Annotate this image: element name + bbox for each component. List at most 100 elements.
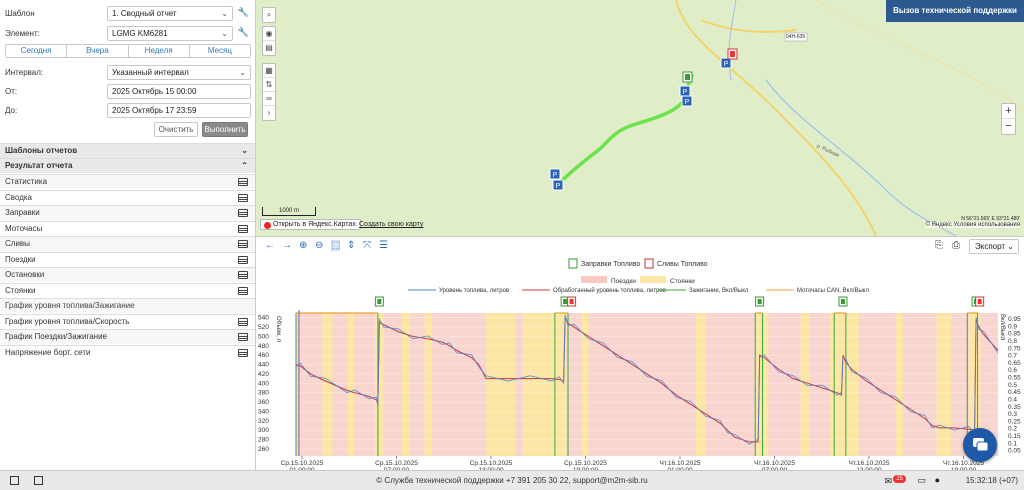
parking-marker[interactable]: P: [552, 179, 564, 191]
monitor-icon[interactable]: ▭: [917, 475, 926, 485]
zoom-in-button[interactable]: +: [1002, 104, 1015, 119]
wrench-icon[interactable]: 🔧: [237, 7, 249, 17]
run-button[interactable]: Выполнить: [202, 122, 248, 137]
map-layers-icon[interactable]: ▤: [265, 43, 273, 52]
print-icon[interactable]: ⎙: [952, 240, 960, 251]
y-tick-label: 340: [258, 408, 269, 415]
report-item[interactable]: Статистика: [0, 174, 255, 189]
wrench-icon[interactable]: 🔧: [237, 27, 249, 37]
report-item[interactable]: Заправки: [0, 205, 255, 220]
user-icon[interactable]: ●: [934, 475, 940, 485]
table-icon[interactable]: [238, 193, 248, 202]
report-item[interactable]: Сливы: [0, 236, 255, 251]
open-yandex-button[interactable]: Открыть в Яндекс.Картах: [260, 219, 361, 230]
from-input[interactable]: 2025 Октябрь 15 00:00: [107, 84, 251, 99]
x-tick-date: Ср.15.10.2025: [564, 460, 607, 467]
report-item[interactable]: Остановки: [0, 267, 255, 282]
chevron-down-icon: ⌄: [221, 29, 228, 38]
table-icon[interactable]: [238, 209, 248, 217]
zoom-in-icon[interactable]: ⊕: [299, 240, 308, 251]
fuel-chart[interactable]: Заправки Топливо Сливы Топливо Поездки Стоя…: [256, 256, 1024, 474]
panel-toggle-icon[interactable]: [10, 476, 19, 485]
zoom-y-icon[interactable]: ⇕: [347, 240, 356, 251]
table-icon[interactable]: [238, 317, 248, 326]
to-input[interactable]: 2025 Октябрь 17 23:59: [107, 103, 251, 118]
period-yesterday[interactable]: Вчера: [67, 45, 129, 57]
eye-icon[interactable]: ◉: [263, 27, 275, 41]
template-row: Шаблон 1. Сводный отчет ⌄ 🔧: [5, 6, 251, 22]
svg-text:P: P: [724, 61, 729, 68]
arrow-left-icon[interactable]: ←: [265, 240, 275, 251]
to-label: До:: [5, 106, 18, 115]
report-item[interactable]: Сводка: [0, 189, 255, 205]
table-icon[interactable]: [238, 224, 248, 233]
create-map-link[interactable]: Создать свою карту: [359, 221, 424, 228]
drain-marker[interactable]: [727, 48, 738, 60]
map-tools-group: ◉ ▤: [262, 26, 276, 56]
report-item[interactable]: Стоянки: [0, 282, 255, 298]
parking-marker[interactable]: P: [549, 168, 561, 180]
clear-button[interactable]: Очистить: [154, 122, 198, 137]
link-icon[interactable]: ∞: [263, 92, 275, 106]
parking-marker[interactable]: P: [679, 85, 691, 97]
table-icon[interactable]: [238, 255, 248, 264]
interval-label: Интервал:: [5, 68, 44, 77]
template-label: Шаблон: [5, 9, 35, 18]
y2-tick-label: 0.1: [1008, 440, 1017, 447]
table-icon[interactable]: [238, 178, 248, 186]
parking-marker[interactable]: P: [681, 95, 693, 107]
arrow-right-icon[interactable]: →: [282, 240, 292, 251]
y-tick-label: 320: [258, 418, 269, 425]
support-button[interactable]: Вызов технической поддержки: [886, 0, 1024, 22]
mail-icon[interactable]: ✉: [884, 476, 892, 486]
y-axis-label: Объем, л: [275, 316, 281, 342]
table-icon[interactable]: [238, 286, 248, 295]
report-item[interactable]: Моточасы: [0, 220, 255, 236]
map-copyright[interactable]: © Яндекс Условия использования: [925, 222, 1020, 228]
save-icon[interactable]: ⎘: [935, 240, 943, 251]
report-templates-header[interactable]: Шаблоны отчетов ⌄: [0, 143, 255, 158]
chart-item[interactable]: График Поездки/Зажигание: [0, 329, 255, 344]
track-path: [554, 74, 694, 189]
table-icon[interactable]: [238, 271, 248, 279]
report-templates-label: Шаблоны отчетов: [5, 146, 78, 155]
report-result-header[interactable]: Результат отчета ⌃: [0, 158, 255, 173]
chart-item[interactable]: График уровня топлива/Скорость: [0, 313, 255, 329]
refuel-marker[interactable]: [682, 71, 693, 83]
chevron-right-icon[interactable]: ›: [267, 108, 271, 117]
route-icon[interactable]: ⇅: [263, 78, 275, 92]
period-week[interactable]: Неделя: [129, 45, 190, 57]
zoom-out-icon[interactable]: ⊖: [315, 240, 324, 251]
table-icon[interactable]: [238, 333, 248, 341]
list-icon[interactable]: ☰: [379, 240, 388, 251]
report-panel: Шаблон 1. Сводный отчет ⌄ 🔧 Элемент: LGM…: [0, 0, 256, 470]
table-icon[interactable]: [238, 240, 248, 248]
zoom-box-icon[interactable]: ⬚: [331, 240, 341, 251]
parking-marker[interactable]: P: [720, 57, 732, 69]
report-item[interactable]: Поездки: [0, 251, 255, 267]
search-icon[interactable]: ⌕: [266, 10, 272, 19]
export-select[interactable]: Экспорт ⌄: [969, 239, 1019, 254]
y2-tick-label: 0.95: [1008, 316, 1021, 323]
chart-item-label: График Поездки/Зажигание: [5, 332, 108, 341]
element-select[interactable]: LGMG KM6281 ⌄: [107, 26, 233, 41]
window-icon[interactable]: [34, 476, 43, 485]
chat-button[interactable]: [963, 428, 997, 462]
zoom-out-button[interactable]: −: [1005, 120, 1012, 132]
map-view[interactable]: P P P P P 04Н-635 р. Рыбная Вызов технич…: [256, 0, 1024, 236]
chart-item[interactable]: График уровня топлива/Зажигание: [0, 298, 255, 313]
period-month[interactable]: Месяц: [207, 46, 232, 55]
interval-select[interactable]: Указанный интервал ⌄: [107, 65, 251, 80]
element-label: Элемент:: [5, 29, 40, 38]
period-today[interactable]: Сегодня: [6, 45, 68, 57]
template-select[interactable]: 1. Сводный отчет ⌄: [107, 6, 233, 21]
fit-icon[interactable]: ⤧: [363, 240, 371, 251]
chevron-down-icon: ⌄: [241, 146, 248, 155]
chevron-down-icon: ⌄: [239, 68, 246, 77]
chart-item[interactable]: Напряжение борт. сети: [0, 344, 255, 360]
svg-text:P: P: [685, 99, 690, 106]
calendar-icon[interactable]: ▦: [263, 64, 275, 78]
stop-band: [755, 313, 769, 456]
table-icon[interactable]: [238, 348, 248, 357]
report-result-label: Результат отчета: [5, 161, 73, 170]
